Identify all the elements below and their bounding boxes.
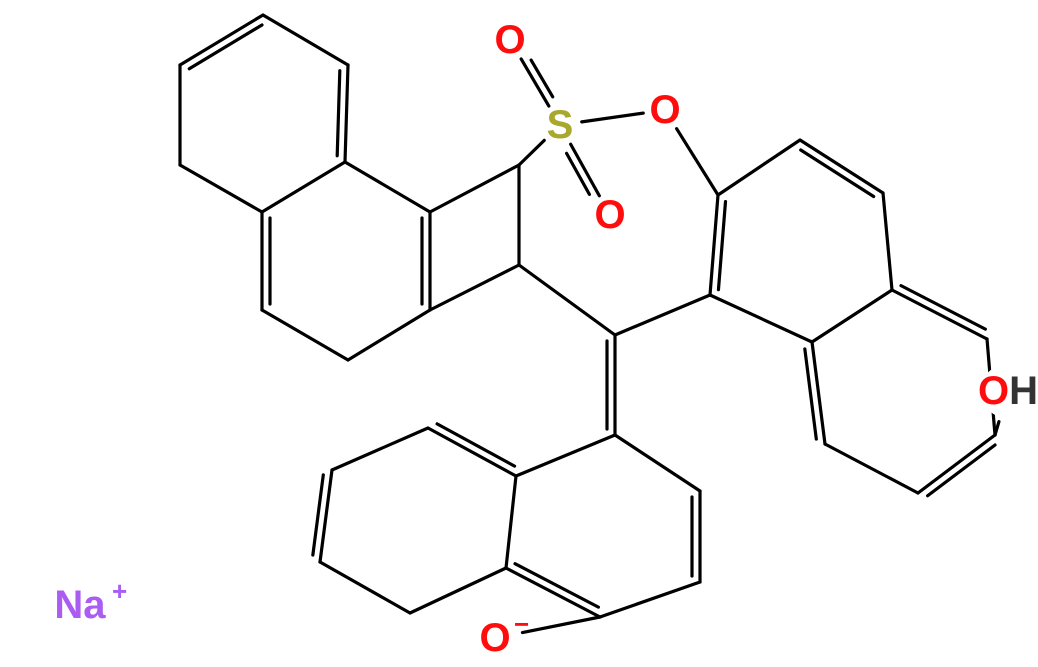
bond [345,162,430,212]
bond [345,65,348,162]
bond [516,435,615,476]
bond [320,562,410,613]
bond [710,295,812,342]
bond [718,202,725,290]
bond [615,295,710,335]
svg-text:O: O [649,88,680,132]
bond [410,568,506,613]
bond [428,428,516,476]
bond [892,290,987,339]
bond [519,265,615,335]
svg-text:Na: Na [54,583,106,627]
bond [677,129,718,195]
bond [825,444,918,493]
bond [180,15,263,65]
atom-O6: O [591,193,628,237]
atom-O4: O [646,88,683,132]
bond [801,150,874,197]
bond [437,424,514,466]
bond [615,435,700,491]
bonds-group [180,15,999,633]
bond [710,195,718,295]
bond [800,140,883,193]
atom-Om39: O− [471,609,529,662]
bond [506,476,516,568]
svg-text:O: O [479,616,510,660]
svg-text:−: − [514,609,529,639]
bond [718,140,800,195]
bond [430,265,519,310]
bond [918,435,995,493]
atom-O5: O [491,18,528,62]
svg-text:+: + [112,576,127,606]
bond [189,25,262,69]
bond [262,310,348,360]
atoms-group: SOOOOHO−Na+ [48,18,1038,662]
bond [348,310,430,360]
bond [519,140,544,165]
atom-OH28: OH [978,364,1038,418]
bond [263,15,348,65]
svg-text:S: S [547,103,574,147]
svg-text:O: O [594,193,625,237]
bond [515,564,598,607]
bond [582,113,643,122]
bond [600,582,700,617]
atom-S3: S [541,103,578,147]
bond [928,445,995,496]
bond [901,286,985,330]
bond [180,165,262,212]
atom-Na40: Na+ [48,573,127,638]
svg-text:O: O [494,18,525,62]
bond [262,162,345,212]
bond [332,428,428,470]
svg-text:OH: OH [978,369,1038,413]
bond [522,617,600,633]
bond [337,71,340,156]
bond [883,193,892,290]
molecule-diagram: SOOOOHO−Na+ [0,0,1038,667]
bond [812,290,892,342]
bond [430,165,519,212]
